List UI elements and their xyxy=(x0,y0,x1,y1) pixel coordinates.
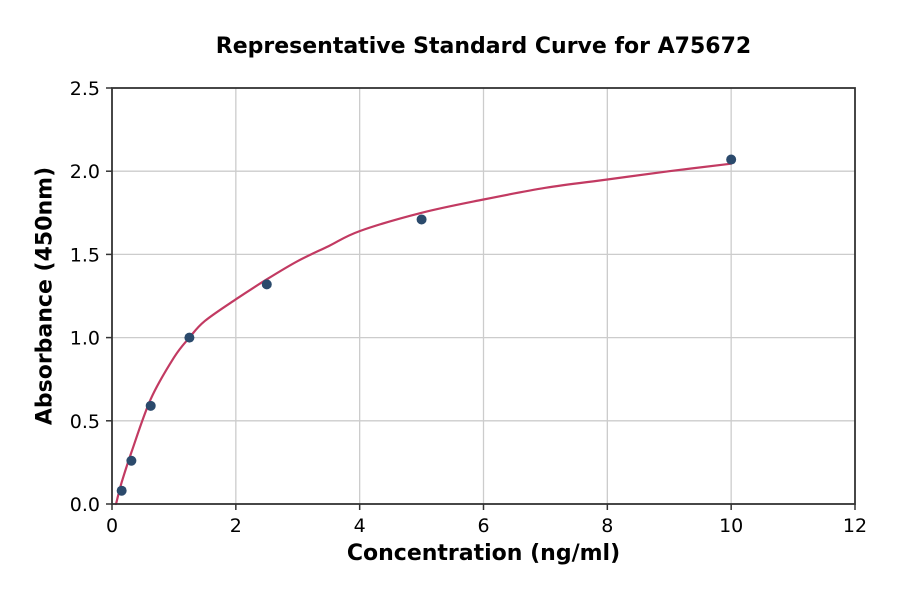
y-tick-label: 2.0 xyxy=(70,161,100,183)
data-point xyxy=(116,485,127,496)
x-tick-label: 8 xyxy=(601,515,613,537)
chart-title: Representative Standard Curve for A75672 xyxy=(215,34,752,59)
data-point xyxy=(416,214,427,225)
data-point xyxy=(184,332,195,343)
y-tick-label: 1.5 xyxy=(70,244,100,266)
x-tick-label: 4 xyxy=(354,515,366,537)
x-tick-label: 0 xyxy=(106,515,118,537)
data-point xyxy=(261,279,272,290)
x-tick-label: 10 xyxy=(719,515,743,537)
y-tick-label: 0.0 xyxy=(70,494,100,516)
x-tick-label: 6 xyxy=(477,515,489,537)
x-tick-label: 2 xyxy=(230,515,242,537)
data-point xyxy=(126,455,137,466)
x-tick-label: 12 xyxy=(843,515,867,537)
x-axis-label: Concentration (ng/ml) xyxy=(346,541,621,566)
y-tick-label: 2.5 xyxy=(70,78,100,100)
data-point xyxy=(145,400,156,411)
data-point xyxy=(726,154,737,165)
y-tick-label: 0.5 xyxy=(70,411,100,433)
y-tick-label: 1.0 xyxy=(70,328,100,350)
fit-curve xyxy=(114,162,733,506)
